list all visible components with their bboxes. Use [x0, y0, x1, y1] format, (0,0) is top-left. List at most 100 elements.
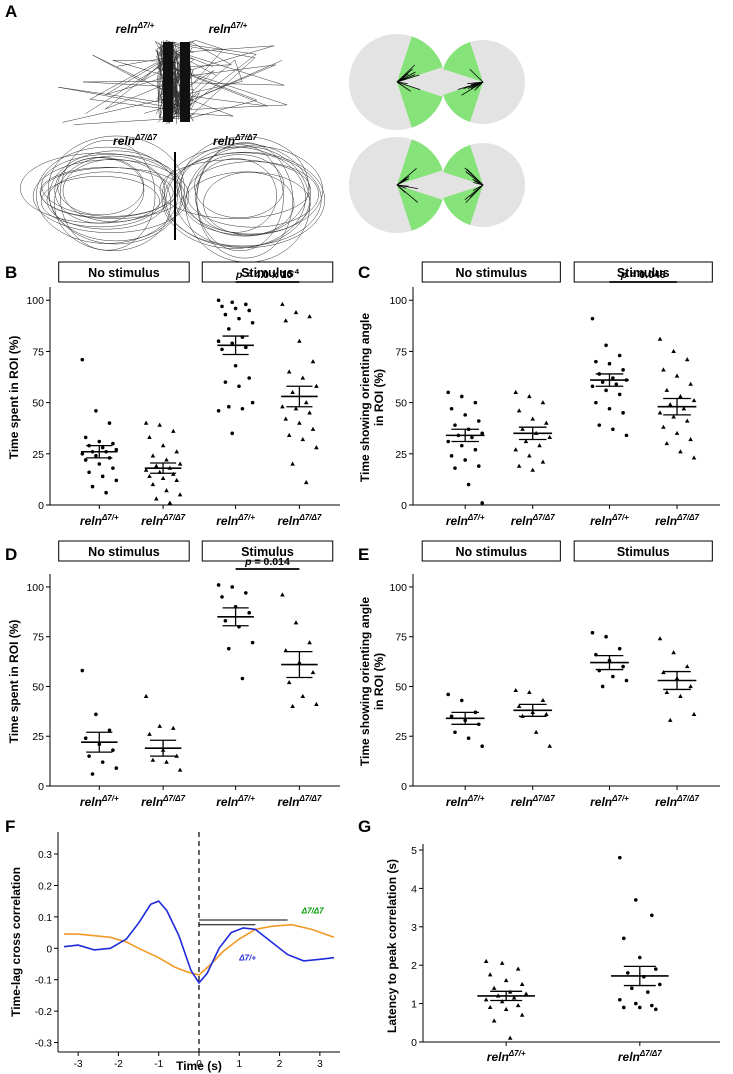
data-point: [527, 689, 532, 695]
data-point: [223, 312, 228, 317]
y-tick-label: 0.1: [38, 913, 52, 924]
data-point: [157, 422, 162, 427]
polar-vector: [464, 167, 484, 186]
data-point: [540, 697, 546, 703]
data-point: [483, 958, 489, 963]
data-point: [611, 376, 615, 380]
data-point: [607, 406, 612, 411]
data-point: [483, 997, 489, 1002]
facet-strip-stimulus: [573, 540, 713, 562]
data-point: [634, 898, 638, 902]
y-axis-title: Time showing orienting angle: [358, 313, 372, 482]
data-point: [83, 435, 88, 440]
data-point: [280, 301, 285, 306]
data-point: [174, 449, 179, 454]
data-point: [671, 348, 676, 354]
trajectory-path: [62, 159, 166, 223]
data-point: [297, 420, 302, 425]
data-point: [150, 757, 156, 762]
data-point: [244, 345, 248, 350]
data-point: [634, 1001, 638, 1006]
data-point: [310, 426, 316, 431]
data-point: [487, 972, 493, 977]
data-point: [544, 420, 549, 425]
trajectory-path: [39, 167, 174, 218]
data-point: [280, 404, 285, 409]
trajectory-cluster: [180, 42, 190, 122]
data-point: [614, 382, 619, 386]
trajectory-path: [62, 59, 243, 123]
trajectory-path: [165, 151, 326, 249]
data-point: [150, 482, 156, 487]
data-point: [216, 298, 221, 303]
data-point: [107, 421, 112, 425]
data-point: [513, 687, 519, 693]
data-point: [154, 463, 159, 468]
data-point: [691, 711, 697, 716]
data-point: [300, 693, 306, 699]
x-tick-label: relnΔ7/+: [216, 513, 255, 528]
data-point: [143, 693, 149, 699]
data-point: [307, 314, 312, 319]
data-point: [624, 433, 629, 438]
data-point: [314, 445, 319, 450]
data-point: [499, 960, 505, 965]
data-point: [463, 458, 467, 462]
data-point: [503, 978, 509, 983]
trajectory-path: [54, 157, 145, 224]
data-point: [83, 458, 88, 462]
y-tick-label: 25: [32, 731, 44, 743]
data-point: [97, 439, 102, 444]
data-point: [449, 406, 454, 411]
y-axis-title: Time spent in ROI (%): [7, 336, 21, 460]
data-point: [90, 772, 95, 776]
x-axis-title: Time (s): [176, 1059, 222, 1073]
x-tick-label: 3: [317, 1059, 323, 1070]
y-axis-title: Time-lag cross correlation: [9, 867, 23, 1017]
data-point: [227, 404, 231, 409]
x-tick-label: relnΔ7/Δ7: [511, 794, 555, 809]
data-point: [544, 711, 549, 716]
data-point: [604, 634, 608, 639]
data-point: [250, 320, 255, 325]
polar-wedge: [443, 82, 483, 122]
data-point: [223, 380, 228, 384]
data-point: [227, 646, 231, 651]
data-point: [547, 743, 553, 748]
y-tick-label: 0: [38, 781, 44, 793]
legend-label-heterozygous: Δ7/+: [238, 954, 256, 963]
data-point: [154, 496, 159, 501]
trajectory-path: [32, 159, 190, 233]
data-point: [691, 398, 697, 403]
panel-letter: D: [5, 545, 17, 564]
data-point: [100, 474, 105, 479]
y-tick-label: 25: [395, 449, 407, 461]
trajectory-path: [183, 171, 311, 236]
genotype-label-bottom-left: relnΔ7/Δ7: [113, 133, 157, 148]
trajectory-path: [20, 152, 179, 224]
trajectory-cluster: [163, 42, 173, 122]
data-point: [638, 1005, 642, 1010]
data-point: [463, 413, 467, 417]
data-point: [507, 1035, 513, 1040]
polar-vector: [463, 81, 484, 90]
data-point: [171, 725, 176, 730]
data-point: [674, 373, 680, 378]
data-point: [453, 423, 457, 427]
data-point: [691, 455, 697, 460]
data-point: [654, 1007, 658, 1012]
data-point: [453, 730, 457, 735]
x-tick-label: relnΔ7/+: [80, 513, 119, 528]
data-point: [684, 357, 690, 362]
y-tick-label: 1: [411, 999, 417, 1011]
data-point: [446, 692, 450, 697]
data-point: [290, 703, 295, 708]
data-point: [684, 664, 690, 669]
data-point: [678, 693, 683, 699]
polar-vector: [474, 180, 484, 186]
panel-letter: A: [5, 2, 17, 21]
polar-plot-4: [441, 143, 525, 227]
data-point: [220, 347, 224, 352]
data-point: [233, 363, 238, 368]
data-point: [470, 435, 474, 440]
